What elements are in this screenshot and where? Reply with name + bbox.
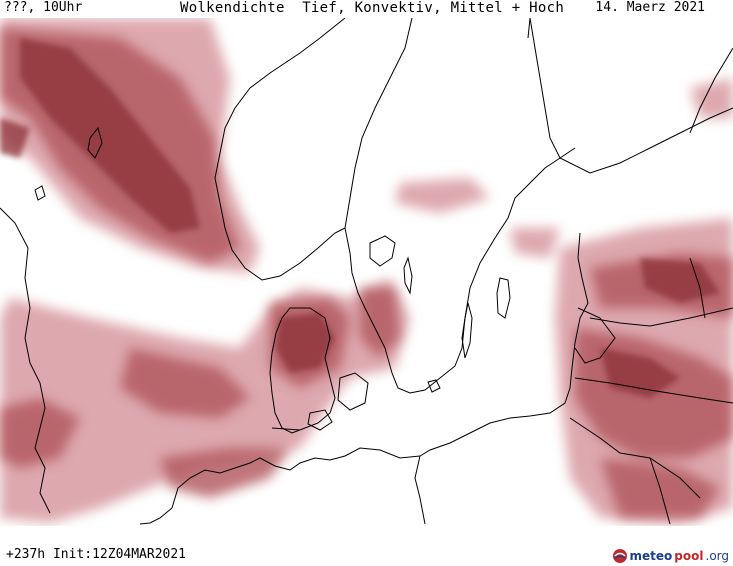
germany-denmark-border <box>271 427 301 431</box>
forecast-run-label: +237h Init:12Z04MAR2021 <box>6 547 187 562</box>
denmark-jutland <box>269 307 336 434</box>
netherlands-coast <box>139 507 173 525</box>
orkney-islands <box>34 185 46 201</box>
header-date: 14. Maerz 2021 <box>595 0 705 15</box>
lithuania-latvia-border <box>574 377 733 404</box>
poland-lithuania-border <box>569 417 701 499</box>
norway-sweden-border <box>344 18 413 229</box>
finland-russia-border <box>689 47 733 134</box>
globe-icon <box>612 549 627 563</box>
sweden-finland-border <box>527 18 531 39</box>
uk-east-coast <box>0 207 51 514</box>
belarus-border <box>649 457 671 525</box>
coastlines <box>0 18 733 525</box>
lake-vattern <box>403 256 413 295</box>
lake-vanern <box>369 235 396 267</box>
germany-poland-border <box>414 455 426 525</box>
gulf-of-riga <box>574 307 616 364</box>
header-time-label: ???, 10Uhr <box>4 0 83 15</box>
estonia-russia-border <box>689 257 706 319</box>
sweden-coast <box>344 147 576 394</box>
logo-text-org: .org <box>705 549 730 563</box>
logo-text-pool: pool <box>674 549 704 563</box>
funen-island <box>307 409 333 431</box>
oland-island <box>461 302 473 359</box>
baltic-coast <box>419 232 589 457</box>
cloud-density-map <box>0 18 733 525</box>
logo-text-meteo: meteo <box>629 549 673 563</box>
finland-coast <box>529 18 733 174</box>
bornholm-island <box>427 379 441 393</box>
shetland-islands <box>87 126 103 159</box>
germany-poland-coast <box>171 447 421 509</box>
cloud-layer-dense <box>0 38 720 398</box>
zealand-island <box>337 372 369 411</box>
map-title: Wolkendichte Tief, Konvektiv, Mittel + H… <box>180 0 565 16</box>
meteopool-logo[interactable]: meteo pool .org <box>612 548 729 564</box>
norway-coast <box>214 18 346 281</box>
gotland-island <box>496 277 511 319</box>
